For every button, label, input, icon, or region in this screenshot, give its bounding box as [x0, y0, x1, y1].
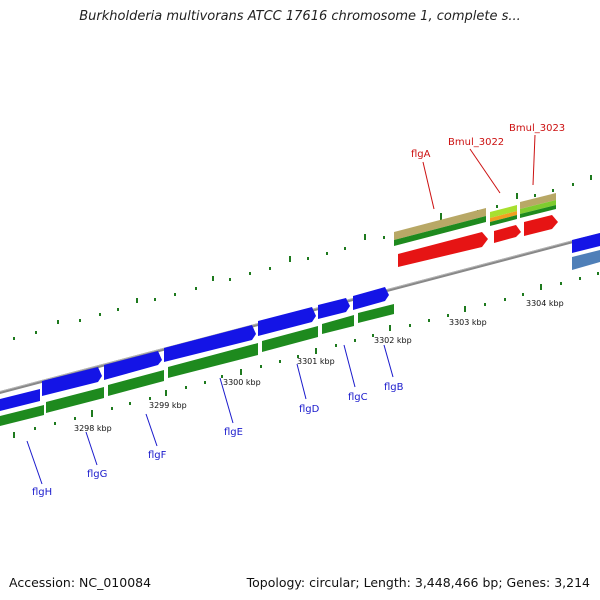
gene-label-flgH[interactable]: flgH: [32, 487, 52, 498]
accession-text: Accession: NC_010084: [9, 575, 152, 590]
kbp-label: 3304 kbp: [526, 299, 564, 308]
upper-right-gene-cluster: [394, 193, 558, 267]
gene-Bmul_3022-orange[interactable]: [490, 211, 517, 222]
gene-flgD-forward[interactable]: [258, 307, 316, 336]
gene-right-forward[interactable]: [572, 233, 600, 253]
gene-flgG-reverse[interactable]: [46, 387, 104, 413]
map-title: Burkholderia multivorans ATCC 17616 chro…: [79, 9, 521, 24]
gene-flgA-tan[interactable]: [394, 208, 486, 240]
gene-label-flgG[interactable]: flgG: [87, 469, 107, 480]
kbp-label: 3301 kbp: [297, 357, 335, 366]
reverse-strand-genes: [0, 304, 394, 426]
gene-flgE-reverse[interactable]: [168, 343, 258, 378]
kbp-label: 3298 kbp: [74, 424, 112, 433]
gene-label-flgB[interactable]: flgB: [384, 382, 404, 393]
gene-label-flgE[interactable]: flgE: [224, 427, 243, 438]
gene-right-steelblue[interactable]: [572, 250, 600, 270]
gene-flgG-forward[interactable]: [42, 367, 102, 396]
gene-label-Bmul_3022[interactable]: Bmul_3022: [448, 137, 504, 148]
gene-flgB-reverse[interactable]: [358, 304, 394, 323]
gene-Bmul_3022-green[interactable]: [490, 215, 517, 226]
kbp-label: 3300 kbp: [223, 378, 261, 387]
gene-flgB-forward[interactable]: [353, 287, 389, 310]
gene-flgC-forward[interactable]: [318, 298, 350, 319]
gene-Bmul_3023-green[interactable]: [520, 205, 556, 218]
gene-flgE-forward[interactable]: [164, 325, 256, 362]
gene-flgC-reverse[interactable]: [322, 315, 354, 334]
gene-flgF-forward[interactable]: [104, 351, 162, 380]
gene-Bmul_3023-rna[interactable]: [524, 215, 558, 236]
gene-flgA-green[interactable]: [394, 216, 486, 246]
gene-Bmul_3022-lime[interactable]: [490, 205, 517, 218]
kbp-label: 3299 kbp: [149, 401, 187, 410]
gene-leader-lines: [26, 134, 536, 485]
gene-flgD-reverse[interactable]: [262, 326, 318, 352]
gene-flgA-rna[interactable]: [398, 232, 488, 267]
gene-flgF-reverse[interactable]: [108, 370, 164, 396]
kbp-label: 3302 kbp: [374, 336, 412, 345]
inner-tick-row: [13, 272, 599, 438]
gene-Bmul_3023-lime[interactable]: [520, 200, 556, 214]
gene-label-flgA[interactable]: flgA: [411, 149, 431, 160]
gene-Bmul_3023-tan[interactable]: [520, 193, 556, 209]
gene-label-flgC[interactable]: flgC: [348, 392, 368, 403]
gene-label-flgD[interactable]: flgD: [299, 404, 320, 415]
gene-Bmul_3022-rna[interactable]: [494, 225, 521, 243]
gene-label-flgF[interactable]: flgF: [148, 450, 167, 461]
kbp-label: 3303 kbp: [449, 318, 487, 327]
topology-summary-text: Topology: circular; Length: 3,448,466 bp…: [246, 575, 590, 590]
gene-labels: flgH flgG flgF flgE flgD flgC flgB flgA …: [32, 123, 565, 498]
gene-label-Bmul_3023[interactable]: Bmul_3023: [509, 123, 565, 134]
gene-flgH-forward[interactable]: [0, 389, 40, 411]
forward-strand-genes: [0, 233, 600, 411]
kbp-scale-labels: 3298 kbp 3299 kbp 3300 kbp 3301 kbp 3302…: [74, 299, 564, 433]
gene-flgH-reverse[interactable]: [0, 405, 44, 426]
